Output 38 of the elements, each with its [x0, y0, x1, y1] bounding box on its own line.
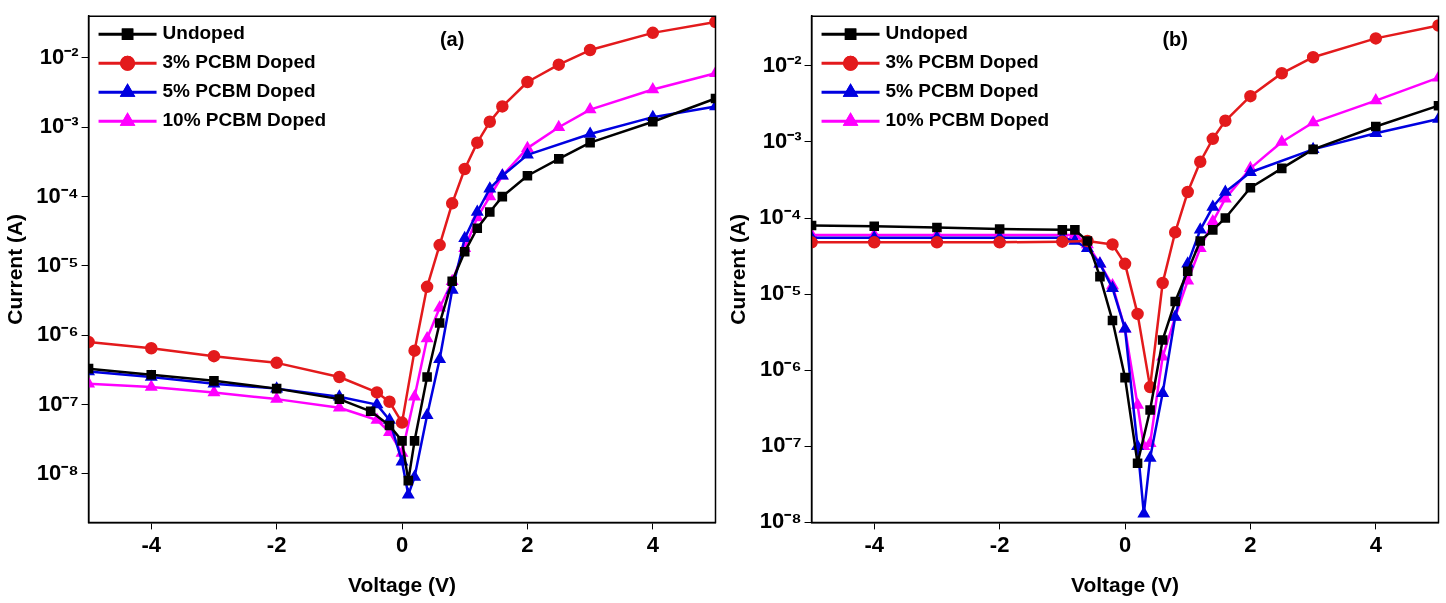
y-axis-title: Current (A) — [726, 213, 750, 325]
y-tick-label: 10⁻⁵ — [36, 252, 79, 277]
legend-label: 10% PCBM Doped — [885, 109, 1050, 131]
y-tick-label: 10⁻⁵ — [759, 280, 802, 306]
y-tick-label: 10⁻⁶ — [36, 321, 79, 347]
x-axis-title: Voltage (V) — [347, 573, 457, 597]
legend-label: 3% PCBM Doped — [162, 51, 316, 73]
legend-label: 10% PCBM Doped — [162, 109, 327, 131]
y-tick-label: 10⁻⁴ — [36, 182, 79, 208]
y-tick-label: 10⁻⁷ — [760, 432, 802, 458]
legend-label: 3% PCBM Doped — [885, 51, 1039, 73]
x-tick-label: 2 — [1244, 531, 1257, 557]
x-tick-label: 0 — [395, 531, 409, 557]
y-tick-label: 10⁻⁸ — [36, 460, 79, 485]
x-tick-label: 0 — [1118, 531, 1132, 557]
text: (b) — [1162, 27, 1188, 50]
x-tick-label: 2 — [521, 531, 534, 557]
x-tick-label: -4 — [141, 531, 162, 557]
x-axis-title: Voltage (V) — [1070, 573, 1180, 597]
y-tick-label: 10⁻⁸ — [759, 508, 802, 534]
x-tick-label: 4 — [1369, 531, 1383, 557]
x-tick-label: -2 — [989, 531, 1010, 557]
text: (a) — [439, 27, 465, 50]
legend-label: Undoped — [162, 22, 245, 44]
legend-label: Undoped — [885, 22, 968, 44]
y-tick-label: 10⁻³ — [39, 113, 79, 139]
y-tick-label: 10⁻⁷ — [37, 390, 79, 416]
x-tick-label: 4 — [646, 531, 660, 557]
legend-label: 5% PCBM Doped — [162, 80, 316, 102]
legend-label: 5% PCBM Doped — [885, 80, 1039, 102]
x-tick-label: -2 — [266, 531, 287, 557]
y-tick-label: 10⁻² — [39, 44, 79, 69]
y-axis-title: Current (A) — [3, 213, 27, 325]
y-tick-label: 10⁻⁴ — [759, 204, 802, 230]
y-tick-label: 10⁻³ — [762, 128, 802, 154]
y-tick-label: 10⁻² — [762, 51, 802, 77]
y-tick-label: 10⁻⁶ — [759, 356, 802, 382]
x-tick-label: -4 — [864, 531, 885, 557]
